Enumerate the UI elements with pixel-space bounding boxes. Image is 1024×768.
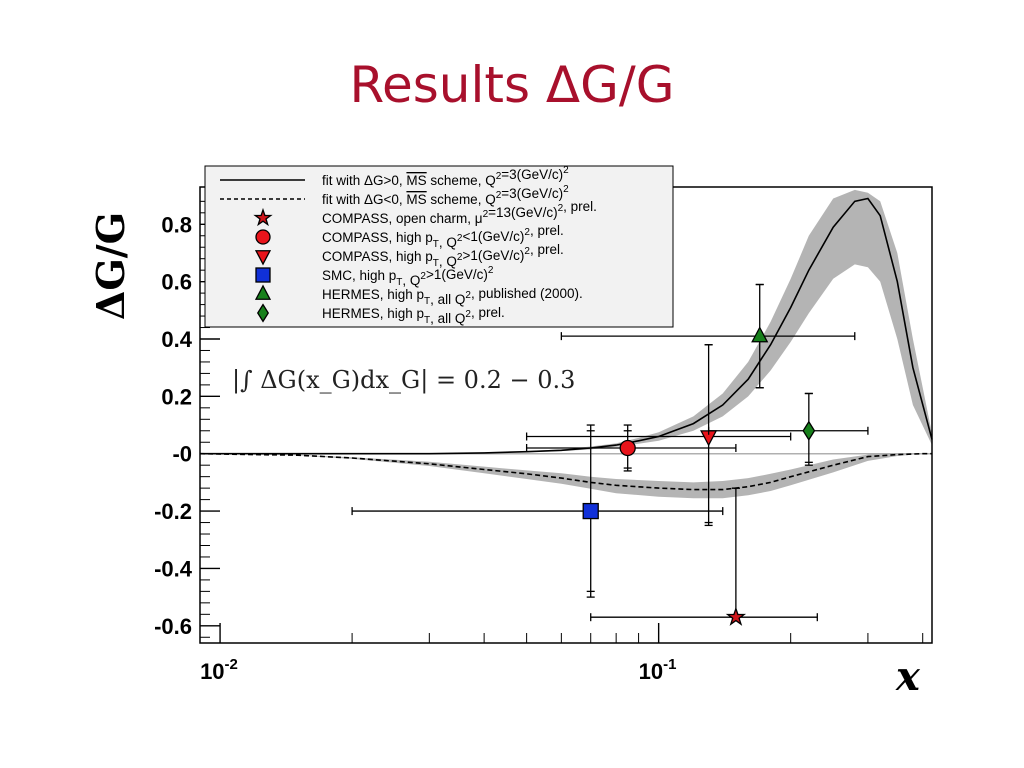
legend-label: fit with ΔG<0, MS scheme, Q2=3(GeV/c)2 — [322, 184, 569, 207]
y-tick-label: -0 — [172, 442, 192, 467]
legend-label: COMPASS, open charm, μ2=13(GeV/c)2, prel… — [322, 199, 597, 226]
circle-marker — [619, 439, 636, 457]
y-tick-label: -0.4 — [154, 556, 193, 581]
legend-label: COMPASS, high pT, Q2>1(GeV/c)2, prel. — [322, 242, 564, 269]
data-points — [351, 283, 869, 626]
legend-box — [204, 165, 674, 328]
fit-bands — [200, 189, 932, 499]
x-tick-label: 10-2 — [200, 656, 238, 684]
data-point-square — [351, 424, 724, 598]
triangle-up-marker — [751, 326, 769, 343]
legend-diamond-swatch — [256, 303, 270, 323]
data-point-triangle-up — [560, 283, 856, 389]
legend-triangle-down-swatch — [254, 250, 272, 266]
slide-title: Results ΔG/G — [349, 56, 675, 114]
fit-curves — [199, 197, 933, 491]
y-axis-label: ΔG/G — [88, 212, 133, 320]
y-tick-label: 0.6 — [161, 270, 192, 295]
diamond-marker — [802, 420, 816, 442]
fit-curve-dashed — [199, 452, 932, 491]
y-tick-label: 0.2 — [161, 384, 192, 409]
integral-annotation: |∫ ΔG(x_G)dx_G| = 0.2 − 0.3 — [232, 366, 575, 395]
legend: fit with ΔG>0, MS scheme, Q2=3(GeV/c)2fi… — [204, 165, 674, 328]
x-tick-label: 10-1 — [639, 656, 677, 684]
x-axis-label: x — [895, 653, 921, 700]
fit-band-solid — [200, 189, 932, 454]
square-marker — [582, 502, 599, 520]
legend-square-swatch — [255, 267, 271, 283]
y-tick-label: 0.8 — [161, 212, 192, 237]
y-tick-label: 0.4 — [161, 327, 192, 352]
legend-label: HERMES, high pT, all Q2, prel. — [322, 305, 505, 326]
star-marker — [725, 606, 747, 626]
legend-label: HERMES, high pT, all Q2, published (2000… — [322, 286, 583, 307]
legend-circle-swatch — [255, 229, 271, 245]
y-tick-label: -0.6 — [154, 614, 192, 639]
y-tick-label: -0.2 — [154, 499, 192, 524]
data-point-star — [590, 487, 818, 626]
fit-band-dashed — [200, 453, 932, 499]
legend-star-swatch — [253, 207, 273, 227]
legend-label: fit with ΔG>0, MS scheme, Q2=3(GeV/c)2 — [322, 165, 569, 188]
fit-curve-solid — [200, 197, 933, 455]
data-point-triangle-down — [525, 344, 792, 527]
data-point-diamond — [707, 392, 869, 466]
data-point-circle — [525, 424, 737, 472]
legend-label: COMPASS, high pT, Q2<1(GeV/c)2, prel. — [322, 223, 564, 250]
legend-triangle-up-swatch — [254, 284, 272, 300]
legend-label: SMC, high pT, Q2>1(GeV/c)2 — [322, 265, 494, 288]
